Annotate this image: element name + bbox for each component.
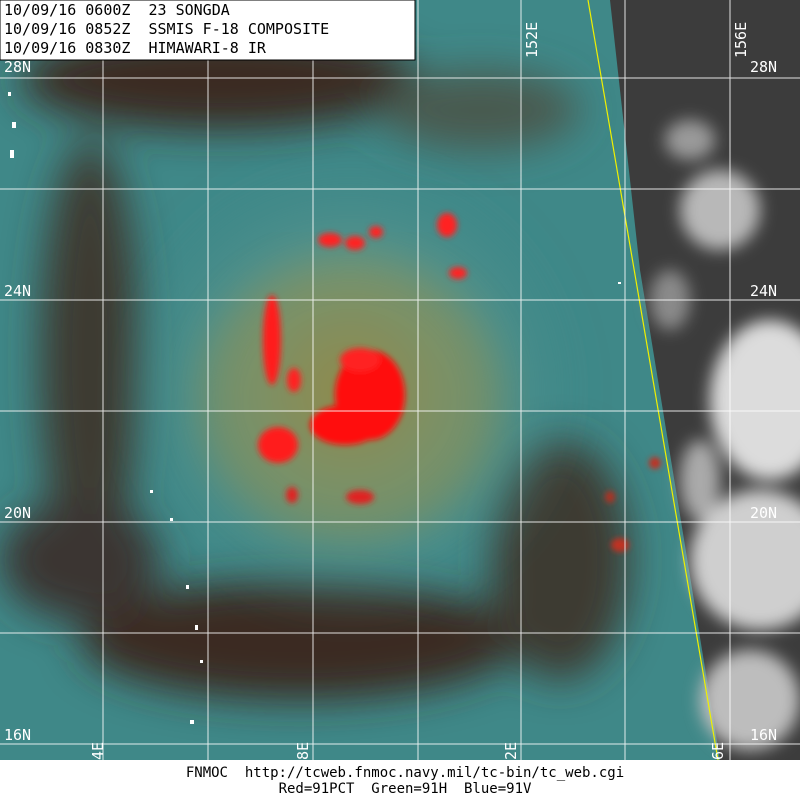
- lon-label: 152E: [523, 22, 541, 58]
- lat-label: 28N: [750, 58, 777, 76]
- header-box: [0, 0, 416, 61]
- lon-label: 156E: [732, 22, 750, 58]
- islands: [8, 92, 621, 724]
- lon-label: 6E: [709, 742, 727, 760]
- lat-label: 24N: [750, 282, 777, 300]
- lat-label: 20N: [750, 504, 777, 522]
- footer-line: Red=91PCT Green=91H Blue=91V: [279, 781, 532, 797]
- lat-label: 16N: [750, 726, 777, 744]
- lat-label: 24N: [4, 282, 31, 300]
- lon-label: 4E: [89, 742, 107, 760]
- footer-line: FNMOC http://tcweb.fnmoc.navy.mil/tc-bin…: [186, 765, 624, 781]
- lat-label: 16N: [4, 726, 31, 744]
- lat-label: 20N: [4, 504, 31, 522]
- header-line: 10/09/16 0600Z 23 SONGDA: [4, 1, 230, 19]
- lat-label: 28N: [4, 58, 31, 76]
- satellite-image: [0, 0, 800, 760]
- lon-label: 8E: [294, 742, 312, 760]
- header-line: 10/09/16 0852Z SSMIS F-18 COMPOSITE: [4, 20, 329, 38]
- ir-clouds: [650, 120, 800, 750]
- lon-label: 2E: [502, 742, 520, 760]
- header-line: 10/09/16 0830Z HIMAWARI-8 IR: [4, 39, 267, 57]
- grid: [0, 0, 800, 760]
